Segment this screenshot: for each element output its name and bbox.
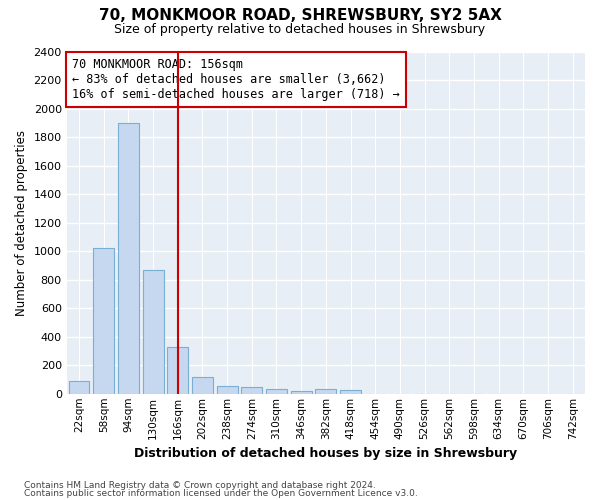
Text: 70 MONKMOOR ROAD: 156sqm
← 83% of detached houses are smaller (3,662)
16% of sem: 70 MONKMOOR ROAD: 156sqm ← 83% of detach… — [72, 58, 400, 102]
Text: 70, MONKMOOR ROAD, SHREWSBURY, SY2 5AX: 70, MONKMOOR ROAD, SHREWSBURY, SY2 5AX — [98, 8, 502, 22]
Bar — [316, 389, 337, 394]
Bar — [340, 390, 361, 394]
Bar — [167, 348, 188, 394]
Text: Contains HM Land Registry data © Crown copyright and database right 2024.: Contains HM Land Registry data © Crown c… — [24, 480, 376, 490]
Bar — [93, 248, 114, 394]
Text: Contains public sector information licensed under the Open Government Licence v3: Contains public sector information licen… — [24, 489, 418, 498]
Bar — [290, 391, 311, 394]
Bar — [241, 388, 262, 394]
Bar — [68, 381, 89, 394]
Bar — [192, 378, 213, 394]
Bar — [266, 390, 287, 394]
Y-axis label: Number of detached properties: Number of detached properties — [15, 130, 28, 316]
Text: Size of property relative to detached houses in Shrewsbury: Size of property relative to detached ho… — [115, 22, 485, 36]
X-axis label: Distribution of detached houses by size in Shrewsbury: Distribution of detached houses by size … — [134, 447, 517, 460]
Bar — [143, 270, 164, 394]
Bar — [217, 386, 238, 394]
Bar — [118, 123, 139, 394]
